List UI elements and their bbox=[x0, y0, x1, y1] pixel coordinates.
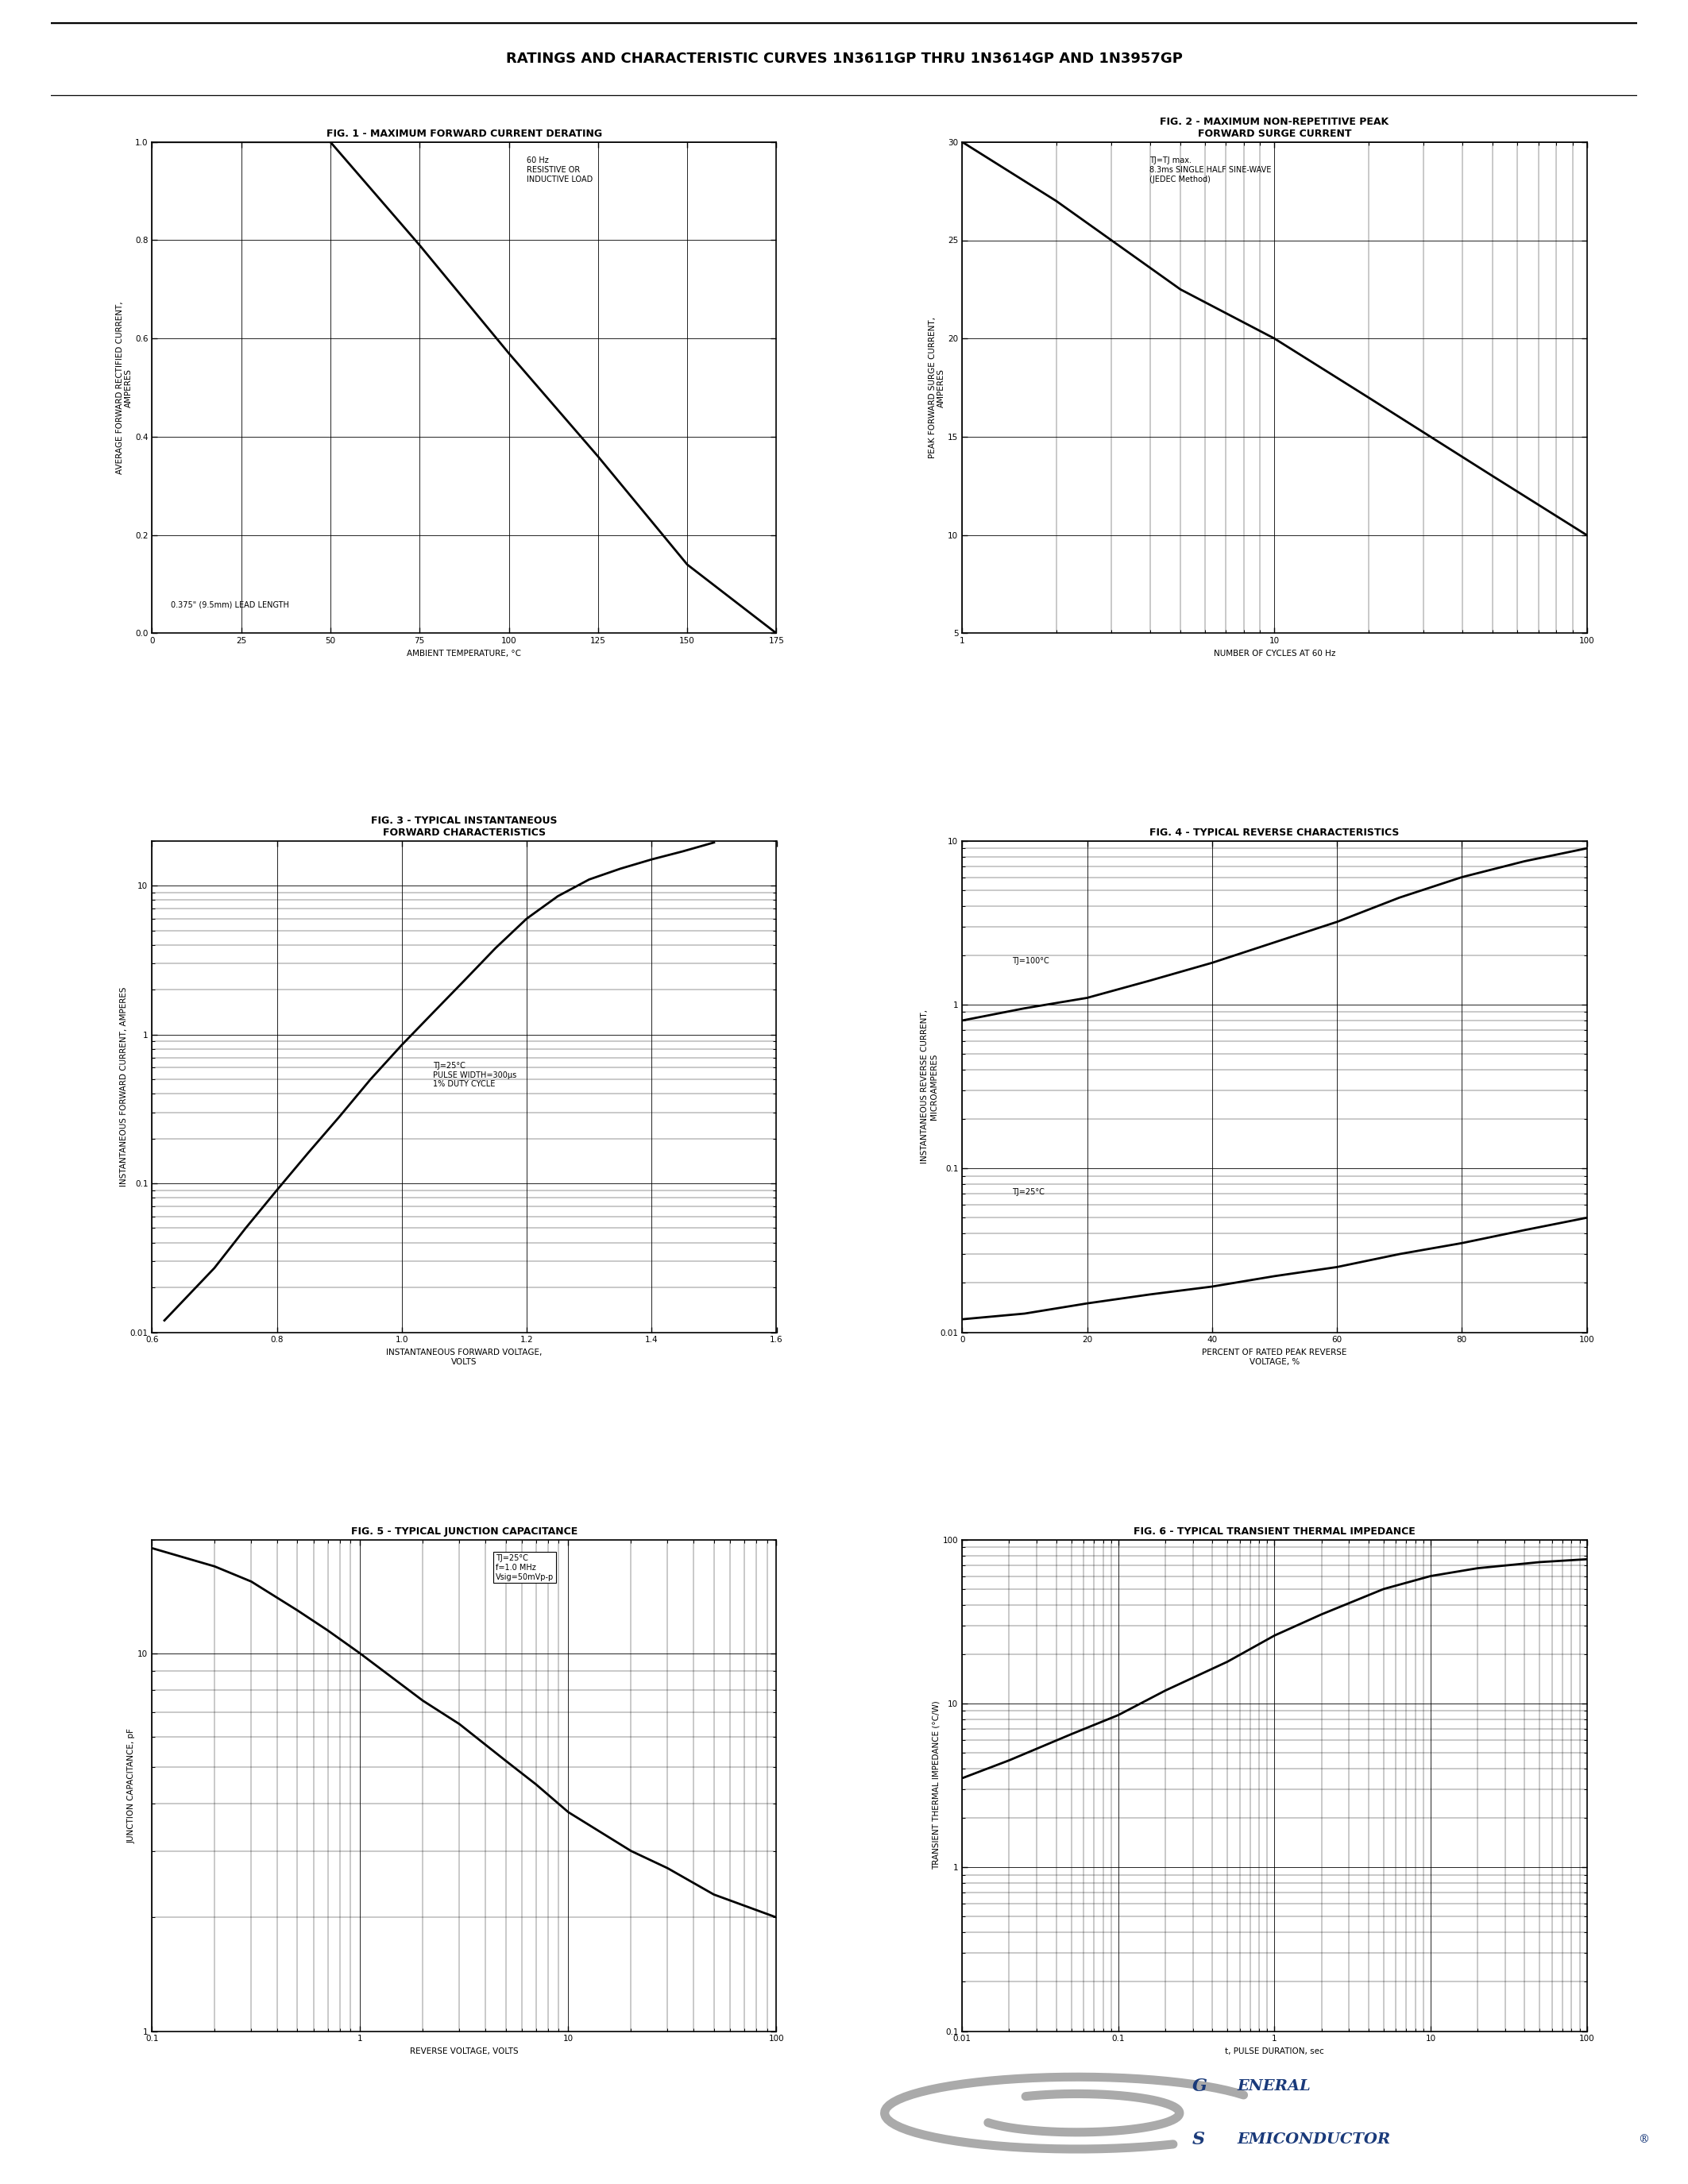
Text: TJ=100°C: TJ=100°C bbox=[1013, 957, 1050, 965]
Text: TJ=25°C: TJ=25°C bbox=[1013, 1188, 1045, 1197]
Text: EMICONDUCTOR: EMICONDUCTOR bbox=[1237, 2132, 1391, 2147]
Text: 0.375" (9.5mm) LEAD LENGTH: 0.375" (9.5mm) LEAD LENGTH bbox=[170, 601, 289, 609]
Y-axis label: JUNCTION CAPACITANCE, pF: JUNCTION CAPACITANCE, pF bbox=[128, 1728, 135, 1843]
X-axis label: INSTANTANEOUS FORWARD VOLTAGE,
VOLTS: INSTANTANEOUS FORWARD VOLTAGE, VOLTS bbox=[387, 1348, 542, 1365]
Text: TJ=25°C
f=1.0 MHz
Vsig=50mVp-p: TJ=25°C f=1.0 MHz Vsig=50mVp-p bbox=[496, 1555, 554, 1581]
X-axis label: PERCENT OF RATED PEAK REVERSE
VOLTAGE, %: PERCENT OF RATED PEAK REVERSE VOLTAGE, % bbox=[1202, 1348, 1347, 1365]
Text: RATINGS AND CHARACTERISTIC CURVES 1N3611GP THRU 1N3614GP AND 1N3957GP: RATINGS AND CHARACTERISTIC CURVES 1N3611… bbox=[506, 52, 1182, 66]
Title: FIG. 6 - TYPICAL TRANSIENT THERMAL IMPEDANCE: FIG. 6 - TYPICAL TRANSIENT THERMAL IMPED… bbox=[1134, 1527, 1415, 1538]
Title: FIG. 1 - MAXIMUM FORWARD CURRENT DERATING: FIG. 1 - MAXIMUM FORWARD CURRENT DERATIN… bbox=[326, 129, 603, 140]
X-axis label: NUMBER OF CYCLES AT 60 Hz: NUMBER OF CYCLES AT 60 Hz bbox=[1214, 649, 1335, 657]
Title: FIG. 5 - TYPICAL JUNCTION CAPACITANCE: FIG. 5 - TYPICAL JUNCTION CAPACITANCE bbox=[351, 1527, 577, 1538]
Title: FIG. 2 - MAXIMUM NON-REPETITIVE PEAK
FORWARD SURGE CURRENT: FIG. 2 - MAXIMUM NON-REPETITIVE PEAK FOR… bbox=[1160, 116, 1389, 140]
Y-axis label: INSTANTANEOUS REVERSE CURRENT,
MICROAMPERES: INSTANTANEOUS REVERSE CURRENT, MICROAMPE… bbox=[920, 1009, 939, 1164]
Text: S: S bbox=[1192, 2132, 1205, 2149]
Text: ®: ® bbox=[1637, 2134, 1649, 2145]
Text: ENERAL: ENERAL bbox=[1237, 2079, 1312, 2094]
X-axis label: t, PULSE DURATION, sec: t, PULSE DURATION, sec bbox=[1225, 2046, 1323, 2055]
X-axis label: REVERSE VOLTAGE, VOLTS: REVERSE VOLTAGE, VOLTS bbox=[410, 2046, 518, 2055]
Y-axis label: PEAK FORWARD SURGE CURRENT,
AMPERES: PEAK FORWARD SURGE CURRENT, AMPERES bbox=[928, 317, 945, 459]
X-axis label: AMBIENT TEMPERATURE, °C: AMBIENT TEMPERATURE, °C bbox=[407, 649, 522, 657]
Y-axis label: AVERAGE FORWARD RECTIFIED CURRENT,
AMPERES: AVERAGE FORWARD RECTIFIED CURRENT, AMPER… bbox=[115, 301, 133, 474]
Y-axis label: TRANSIENT THERMAL IMPEDANCE (°C/W): TRANSIENT THERMAL IMPEDANCE (°C/W) bbox=[932, 1701, 940, 1870]
Title: FIG. 4 - TYPICAL REVERSE CHARACTERISTICS: FIG. 4 - TYPICAL REVERSE CHARACTERISTICS bbox=[1150, 828, 1399, 839]
Text: TJ=TJ max.
8.3ms SINGLE HALF SINE-WAVE
(JEDEC Method): TJ=TJ max. 8.3ms SINGLE HALF SINE-WAVE (… bbox=[1150, 157, 1271, 183]
Title: FIG. 3 - TYPICAL INSTANTANEOUS
FORWARD CHARACTERISTICS: FIG. 3 - TYPICAL INSTANTANEOUS FORWARD C… bbox=[371, 815, 557, 839]
Text: TJ=25°C
PULSE WIDTH=300μs
1% DUTY CYCLE: TJ=25°C PULSE WIDTH=300μs 1% DUTY CYCLE bbox=[432, 1061, 517, 1088]
Y-axis label: INSTANTANEOUS FORWARD CURRENT, AMPERES: INSTANTANEOUS FORWARD CURRENT, AMPERES bbox=[120, 987, 128, 1186]
Text: 60 Hz
RESISTIVE OR
INDUCTIVE LOAD: 60 Hz RESISTIVE OR INDUCTIVE LOAD bbox=[527, 157, 592, 183]
Text: G: G bbox=[1192, 2077, 1207, 2094]
